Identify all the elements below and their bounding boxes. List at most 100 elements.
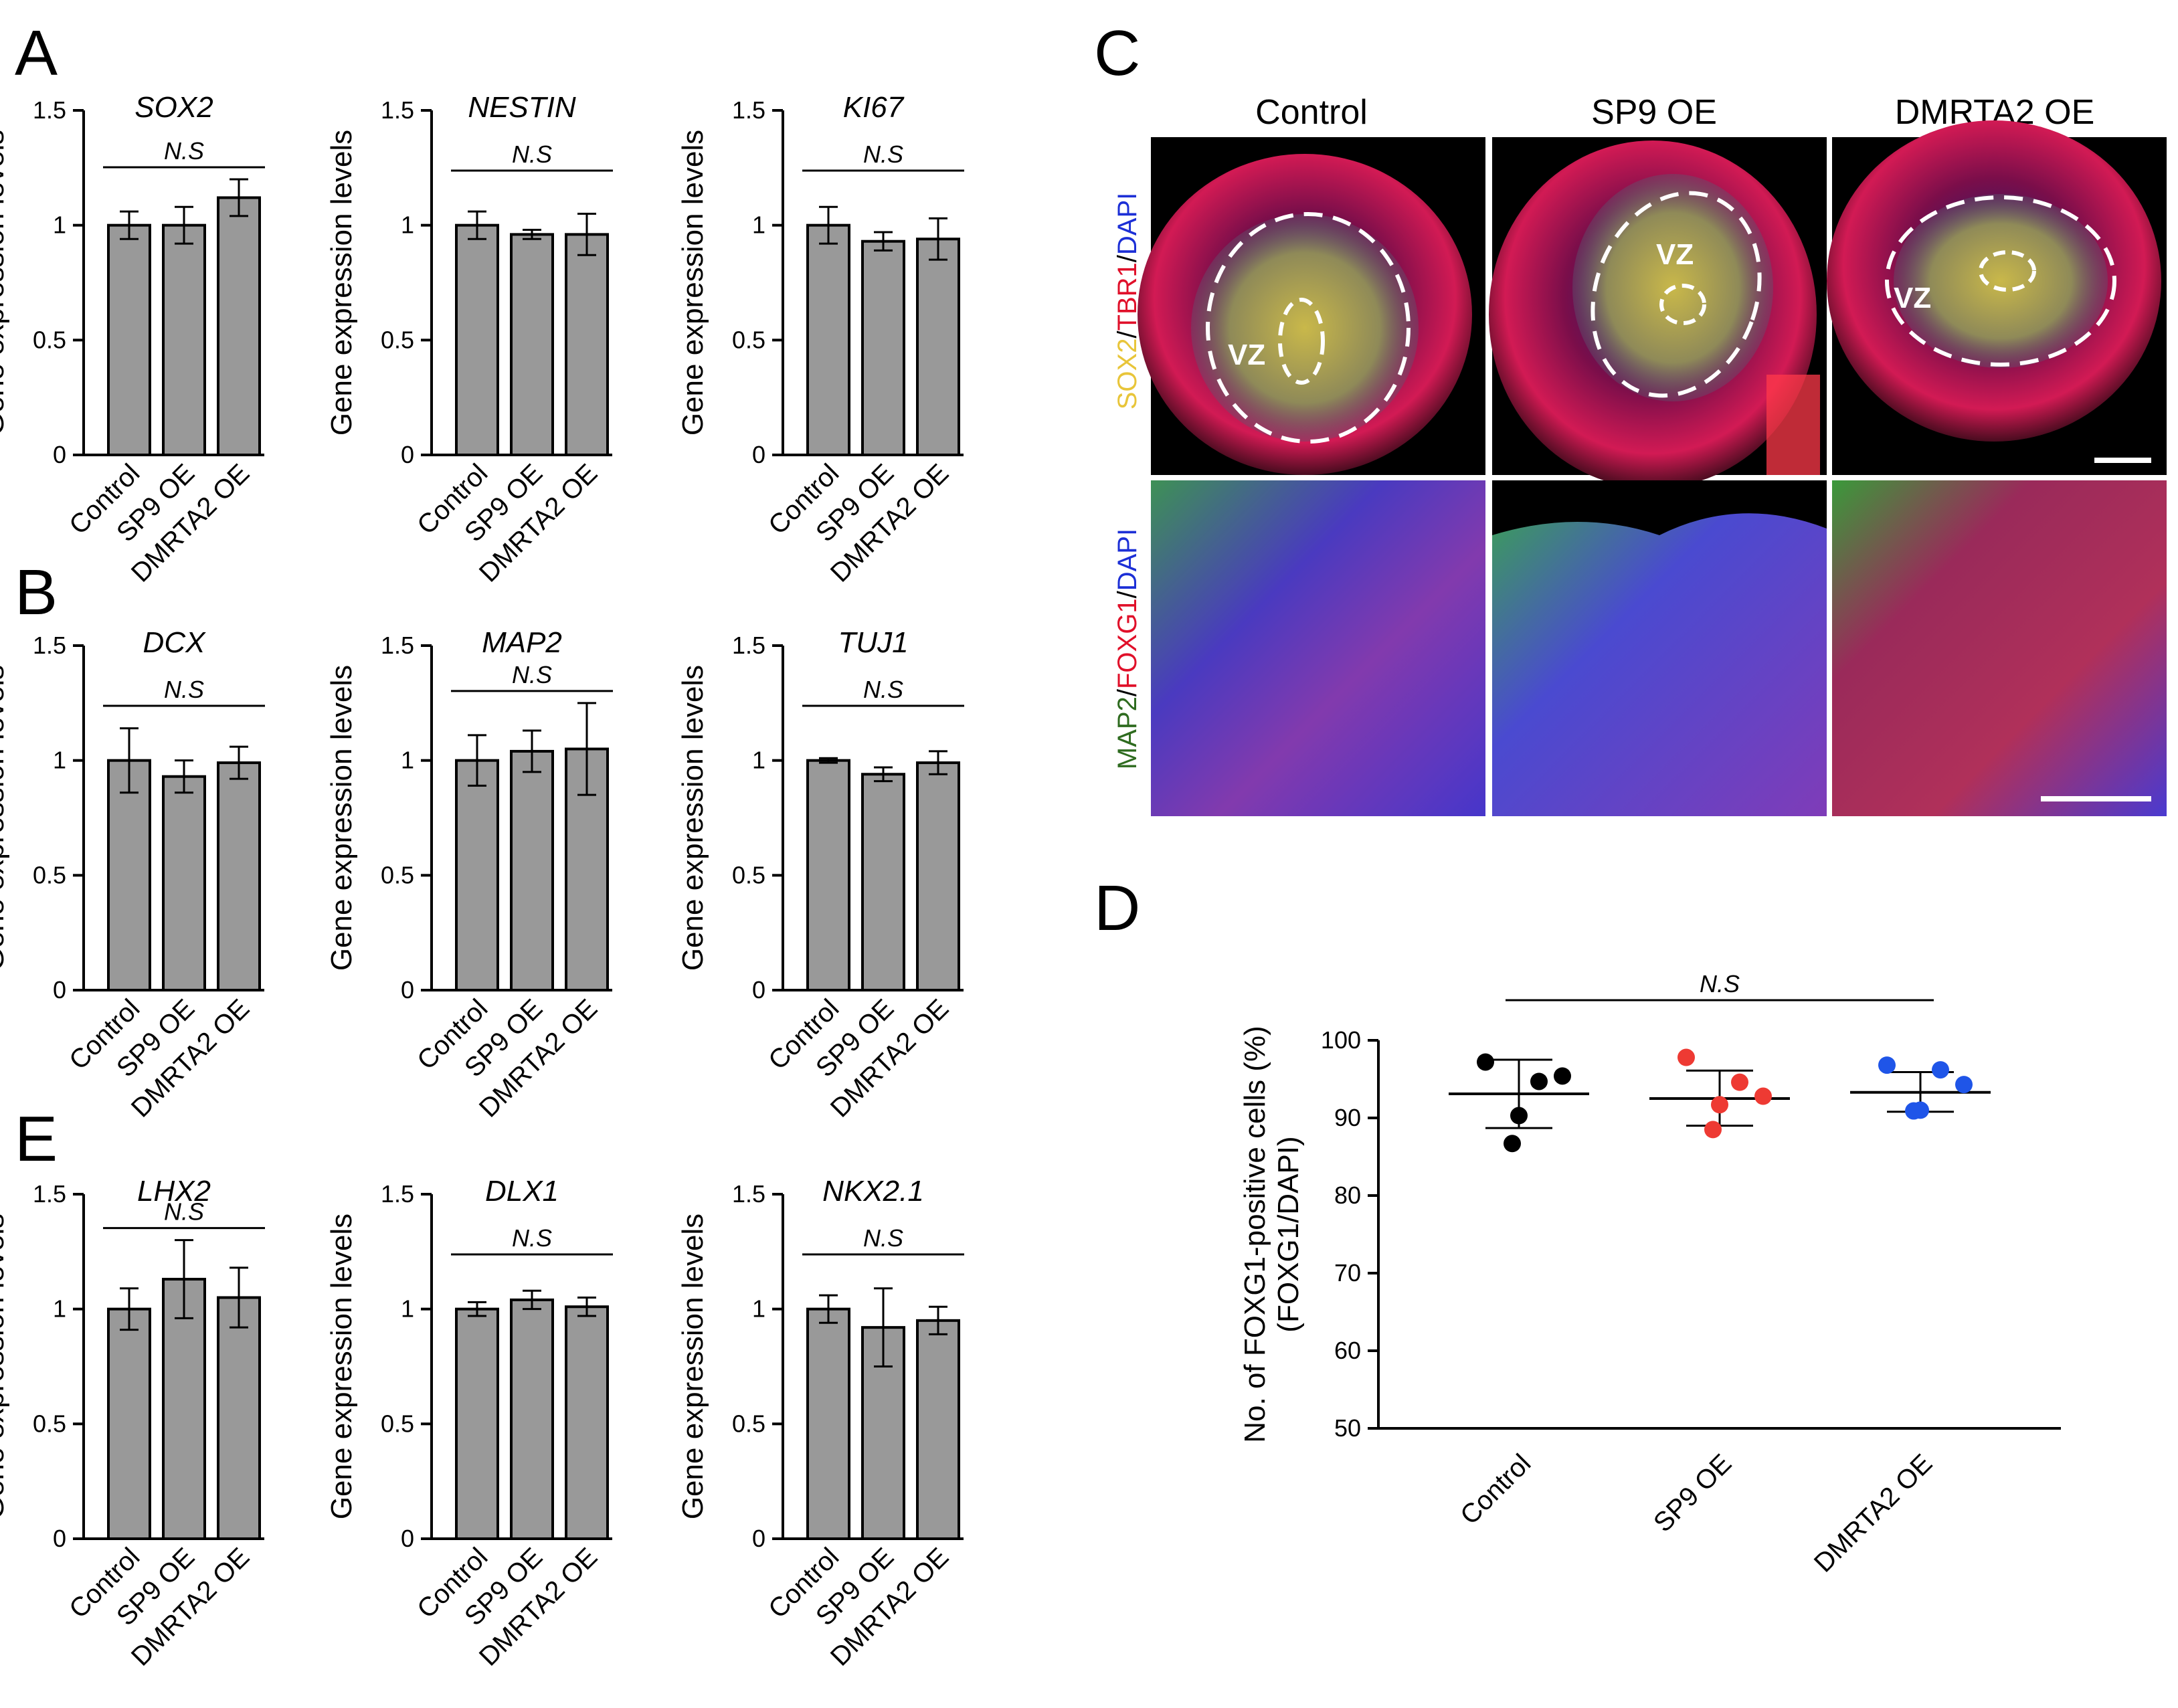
image-sp9-sox2-tbr1: VZ	[1489, 137, 1827, 488]
bar	[565, 233, 609, 456]
y-tick-label: 1.5	[33, 96, 66, 124]
microscopy-panel: Control SP9 OE DMRTA2 OE SOX2/TBR1/DAPI …	[1113, 93, 2167, 816]
y-axis-label-sub: (FOXG1/DAPI)	[1272, 1136, 1305, 1332]
y-tick-label: 80	[1334, 1181, 1361, 1209]
y-tick-label: 1.5	[381, 632, 414, 659]
panel-letter-d: D	[1094, 872, 1140, 944]
data-point	[1754, 1087, 1772, 1105]
y-tick-label: 90	[1334, 1104, 1361, 1131]
panel-letter-b: B	[15, 557, 58, 628]
bar	[510, 1298, 554, 1541]
stain-slash: /	[1113, 330, 1142, 339]
y-axis-label: Gene expression levels	[676, 130, 709, 436]
bar	[806, 759, 850, 991]
significance-label: N.S	[164, 676, 204, 703]
y-tick-label: 0.5	[381, 861, 414, 888]
image-sp9-map2-foxg1	[1492, 480, 1827, 816]
category-label: Control	[1455, 1448, 1536, 1530]
category-label: DMRTA2 OE	[1809, 1448, 1938, 1578]
significance-label: N.S	[164, 137, 204, 165]
scatter-chart: 50 60 70 80 90 100 No. of FOXG1-positive cells…	[1239, 970, 2061, 1578]
panel-letter-e: E	[15, 1103, 58, 1175]
bar	[916, 761, 960, 991]
y-tick-label: 0.5	[33, 1410, 66, 1437]
y-tick-label: 1	[752, 1295, 765, 1323]
y-tick-label: 0	[53, 441, 66, 468]
bar	[861, 773, 905, 992]
y-tick-label: 1	[752, 211, 765, 239]
significance-label: N.S	[512, 1224, 552, 1252]
image-dmrta2-map2-foxg1	[1832, 480, 2167, 816]
y-tick-label: 1.5	[732, 632, 765, 659]
data-point	[1554, 1067, 1571, 1085]
chart-title: KI67	[843, 91, 905, 124]
chart-title: MAP2	[482, 626, 562, 659]
data-point	[1731, 1073, 1748, 1091]
significance-label: N.S	[863, 140, 903, 168]
y-tick-label: 1	[401, 211, 414, 239]
stain-slash: /	[1113, 688, 1142, 696]
bar	[510, 233, 554, 456]
scale-bar	[2041, 796, 2151, 801]
y-tick-label: 1	[401, 747, 414, 774]
stain-foxg1: FOXG1	[1113, 598, 1142, 689]
data-point	[1477, 1053, 1494, 1071]
y-tick-label: 0.5	[33, 326, 66, 353]
stain-map2: MAP2	[1113, 696, 1142, 769]
vz-label: VZ	[1894, 282, 1931, 314]
y-tick-label: 100	[1321, 1026, 1361, 1054]
category-label: SP9 OE	[1648, 1448, 1737, 1537]
y-tick-label: 0.5	[381, 1410, 414, 1437]
y-tick-label: 0	[752, 441, 765, 468]
data-point	[1711, 1096, 1728, 1114]
y-tick-label: 1	[752, 747, 765, 774]
data-point	[1504, 1135, 1521, 1153]
stain-label-row1: SOX2/TBR1/DAPI	[1113, 193, 1142, 410]
bar	[107, 1307, 151, 1540]
y-axis-label: Gene expression levels	[325, 130, 358, 436]
bar	[162, 223, 206, 456]
y-tick-label: 1.5	[732, 1180, 765, 1208]
bar	[107, 223, 151, 456]
stain-tbr1: TBR1	[1113, 262, 1142, 330]
stain-slash: /	[1113, 590, 1142, 598]
chart-title: DLX1	[485, 1175, 559, 1208]
y-axis-label: Gene expression levels	[676, 665, 709, 971]
y-tick-label: 1	[401, 1295, 414, 1323]
y-tick-label: 0	[53, 1525, 66, 1552]
significance-label: N.S	[512, 661, 552, 688]
significance-label: N.S	[164, 1198, 204, 1226]
image-control-map2-foxg1	[1151, 480, 1485, 816]
y-tick-label: 70	[1334, 1259, 1361, 1287]
y-axis-label: Gene expression levels	[0, 1214, 10, 1519]
data-point	[1955, 1076, 1973, 1094]
data-point	[1905, 1102, 1922, 1120]
bar	[916, 238, 960, 456]
stain-dapi: DAPI	[1113, 193, 1142, 255]
image-control-sox2-tbr1: VZ	[1138, 137, 1485, 475]
y-axis-label: Gene expression levels	[0, 665, 10, 971]
bar	[455, 759, 499, 991]
y-tick-label: 1.5	[732, 96, 765, 124]
data-point	[1510, 1107, 1528, 1125]
y-tick-label: 1.5	[381, 1180, 414, 1208]
chart-title: LHX2	[137, 1175, 211, 1208]
vz-label: VZ	[1656, 238, 1694, 271]
bar	[806, 1307, 850, 1540]
bar	[217, 196, 261, 456]
bar	[861, 240, 905, 456]
y-tick-label: 1.5	[33, 1180, 66, 1208]
image-dmrta2-sox2-tbr1: VZ	[1827, 120, 2167, 475]
chart-title: NKX2.1	[822, 1175, 924, 1208]
data-point	[1878, 1056, 1896, 1074]
bar	[217, 761, 261, 991]
y-axis-label: Gene expression levels	[676, 1214, 709, 1519]
